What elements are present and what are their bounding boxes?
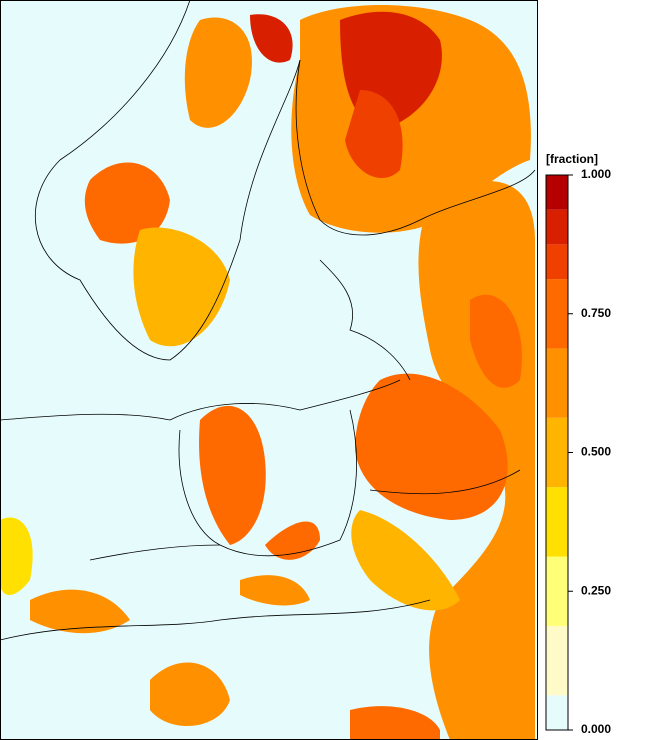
region — [350, 706, 440, 740]
region — [265, 521, 320, 560]
colorbar: 0.000 0.250 0.500 0.750 1.000 — [545, 167, 611, 736]
colorbar-bin — [546, 625, 568, 696]
colorbar-tick-label: 0.500 — [581, 445, 611, 459]
colorbar-bin — [546, 695, 568, 730]
region — [133, 227, 230, 347]
map — [0, 0, 538, 740]
region — [250, 14, 293, 63]
region — [240, 575, 310, 606]
region — [150, 662, 230, 727]
colorbar-bin — [546, 487, 568, 557]
region — [470, 294, 522, 388]
region — [84, 162, 170, 244]
region — [345, 90, 403, 179]
region — [0, 517, 33, 595]
colorbar-bin — [546, 175, 568, 210]
colorbar-bin — [546, 244, 568, 280]
region — [355, 373, 508, 520]
region — [184, 17, 252, 128]
colorbar-bin — [546, 348, 568, 418]
colorbar-tick-label: 0.250 — [581, 583, 611, 597]
region — [30, 589, 130, 634]
colorbar-tick-label: 0.750 — [581, 306, 611, 320]
region — [351, 510, 460, 611]
colorbar-bin — [546, 279, 568, 349]
colorbar-tick-label: 1.000 — [581, 167, 611, 181]
colorbar-tick-label: 0.000 — [581, 722, 611, 736]
colorbar-bin — [546, 556, 568, 626]
colorbar-bin — [546, 209, 568, 245]
outlines — [0, 0, 536, 641]
colorbar-label: [fraction] — [546, 152, 598, 166]
region — [199, 405, 266, 545]
colorbar-bin — [546, 417, 568, 488]
